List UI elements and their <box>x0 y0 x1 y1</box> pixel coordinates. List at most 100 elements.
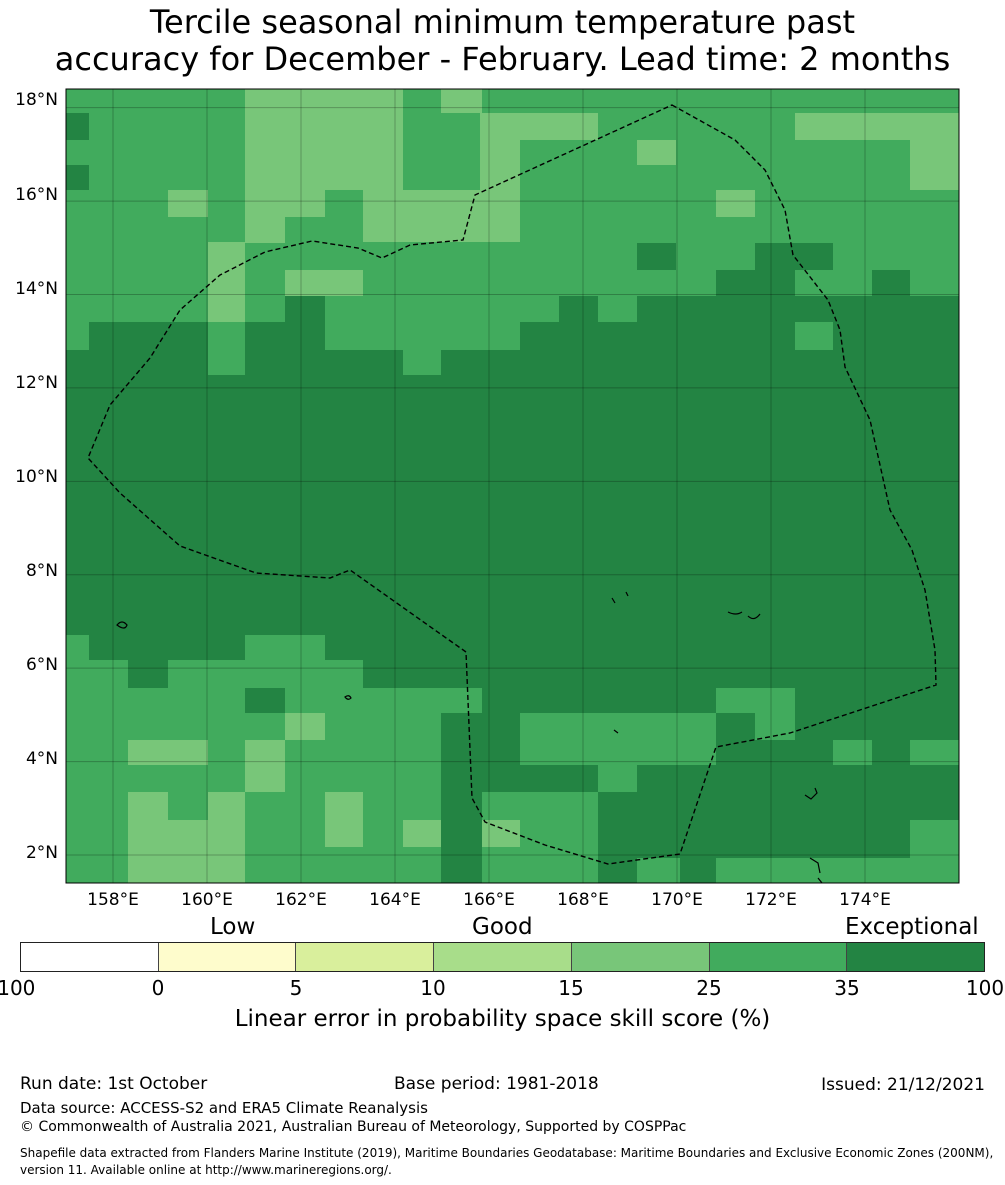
issued-date: Issued: 21/12/2021 <box>821 1075 985 1095</box>
skill-grid-cell <box>245 740 285 792</box>
shapefile-credit-line-1: Shapefile data extracted from Flanders M… <box>20 1146 994 1160</box>
skill-grid-cell <box>128 792 168 883</box>
colorbar-tick-label: 100 <box>965 976 1005 1000</box>
colorbar-tick-label: -100 <box>0 976 36 1000</box>
base-period: Base period: 1981-2018 <box>394 1074 599 1094</box>
map-title-line-1: Tercile seasonal minimum temperature pas… <box>149 3 856 41</box>
skill-grid-cell <box>598 792 637 847</box>
lat-tick-label: 4°N <box>25 749 58 769</box>
colorbar-tick-label: 0 <box>151 976 165 1000</box>
skill-grid-cell <box>637 243 676 270</box>
skill-grid-cell <box>637 140 676 165</box>
skill-grid-cell <box>168 820 208 883</box>
lon-tick-label: 164°E <box>369 890 421 910</box>
skill-grid-cell <box>285 713 325 740</box>
skill-grid-cell <box>245 688 285 713</box>
shapefile-credit: Shapefile data extracted from Flanders M… <box>20 1145 1005 1179</box>
skill-grid-cell <box>441 713 482 792</box>
skill-grid-cell <box>910 113 959 190</box>
skill-grid-cell <box>910 820 959 883</box>
lon-tick-label: 166°E <box>463 890 515 910</box>
skill-grid-cell <box>66 322 89 350</box>
skill-grid-cell <box>910 740 959 765</box>
island-outlines <box>116 591 823 884</box>
skill-grid-cell <box>480 113 520 190</box>
skill-grid-cell <box>245 635 325 660</box>
lat-tick-label: 2°N <box>25 843 58 863</box>
colorbar <box>20 942 985 972</box>
skill-grid-cell <box>716 688 795 713</box>
lat-tick-label: 16°N <box>15 185 58 205</box>
skill-grid-cells <box>66 89 959 883</box>
skill-grid-cell <box>128 660 168 688</box>
skill-grid-cell <box>66 660 128 688</box>
skill-grid-cell <box>755 243 833 270</box>
skill-grid-cell <box>325 322 520 350</box>
skill-grid-cell <box>245 89 403 190</box>
copyright-notice: © Commonwealth of Australia 2021, Austra… <box>20 1119 687 1135</box>
skill-grid-cell <box>833 740 872 765</box>
lat-tick-label: 8°N <box>25 561 58 581</box>
skill-grid-cell <box>482 765 559 792</box>
skill-grid-cell <box>716 270 795 296</box>
category-good: Good <box>472 914 533 940</box>
skill-grid-cell <box>66 635 89 660</box>
skill-grid-cell <box>441 89 482 113</box>
colorbar-segment <box>296 943 435 971</box>
skill-grid-cell <box>66 165 89 190</box>
colorbar-tick-label: 10 <box>420 976 446 1000</box>
lat-tick-label: 14°N <box>15 279 58 299</box>
skill-grid-cell <box>208 242 245 322</box>
skill-grid-cell <box>520 322 959 350</box>
skill-grid-cell <box>520 713 716 765</box>
skill-grid-cell <box>285 270 363 296</box>
skill-grid-cell <box>441 688 482 713</box>
colorbar-segment <box>434 943 572 971</box>
map-gridlines <box>66 89 959 883</box>
data-source: Data source: ACCESS-S2 and ERA5 Climate … <box>20 1099 428 1117</box>
lon-tick-label: 168°E <box>557 890 609 910</box>
skill-grid-cell <box>363 660 441 688</box>
lon-tick-label: 160°E <box>181 890 233 910</box>
skill-grid-cell <box>285 296 325 350</box>
skill-grid-cell <box>66 89 245 113</box>
skill-grid-cell <box>245 217 285 243</box>
colorbar-tick-label: 5 <box>289 976 303 1000</box>
skill-grid-cell <box>716 190 755 217</box>
skill-grid-cell <box>363 190 520 242</box>
skill-grid-cell <box>559 296 598 322</box>
skill-grid-cell <box>208 322 245 375</box>
lon-tick-label: 162°E <box>275 890 327 910</box>
skill-score-map <box>65 88 960 884</box>
category-low: Low <box>210 914 256 940</box>
skill-grid-cell <box>403 820 441 847</box>
skill-grid-cell <box>716 765 950 820</box>
skill-grid-cell <box>872 270 910 296</box>
skill-grid-cell <box>168 660 363 688</box>
run-date: Run date: 1st October <box>20 1074 208 1094</box>
category-exceptional: Exceptional <box>845 914 979 940</box>
skill-grid-cell <box>66 113 89 140</box>
lat-tick-label: 18°N <box>15 90 58 110</box>
colorbar-tick-label: 15 <box>558 976 584 1000</box>
colorbar-segment <box>571 943 710 971</box>
skill-grid-cell <box>833 820 910 847</box>
lon-tick-label: 158°E <box>87 890 139 910</box>
skill-grid-cell <box>795 322 833 350</box>
eez-boundary-line <box>87 104 937 865</box>
lon-tick-label: 174°E <box>839 890 891 910</box>
skill-grid-cell <box>325 792 363 847</box>
map-title-line-2: accuracy for December - February. Lead t… <box>54 40 951 78</box>
lon-tick-label: 172°E <box>745 890 797 910</box>
skill-grid-cell <box>716 858 910 883</box>
colorbar-segment <box>21 943 159 971</box>
shapefile-credit-line-2: version 11. Available online at http://w… <box>20 1162 392 1177</box>
skill-grid-cell <box>208 792 245 883</box>
colorbar-tick-label: 25 <box>696 976 722 1000</box>
skill-grid-cell <box>403 350 441 375</box>
colorbar-segment <box>158 943 297 971</box>
skill-grid-cell <box>598 765 637 792</box>
skill-grid-cell <box>168 190 208 217</box>
lat-tick-label: 12°N <box>15 373 58 393</box>
lat-tick-label: 10°N <box>15 467 58 487</box>
